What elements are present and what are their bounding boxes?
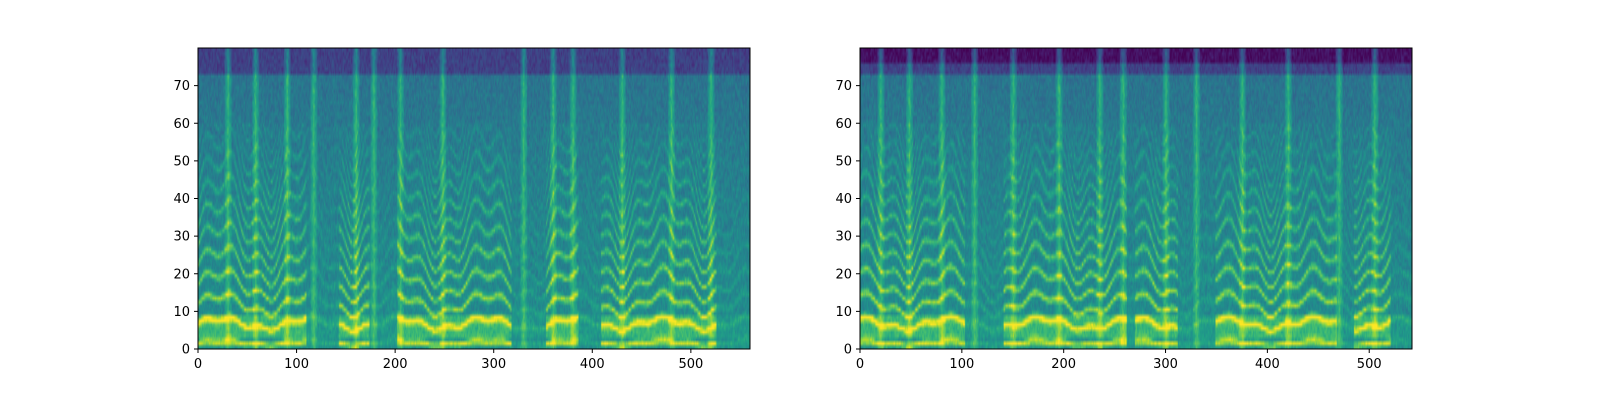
y-tick-label: 0 xyxy=(844,343,852,358)
y-tick-label: 10 xyxy=(835,305,852,320)
y-tick-label: 60 xyxy=(173,117,190,132)
x-tick-label: 100 xyxy=(949,357,974,372)
y-tick-label: 30 xyxy=(835,230,852,245)
x-tick-label: 200 xyxy=(1051,357,1076,372)
spectrogram-axes-right: 0 100 200 300 400 500 0 10 20 30 40 50 60 70 xyxy=(835,47,1413,372)
x-tick-label: 0 xyxy=(856,357,864,372)
spectrogram-image xyxy=(198,48,750,349)
y-tick-label: 20 xyxy=(173,267,190,282)
y-tick-label: 30 xyxy=(173,230,190,245)
y-tick-label: 20 xyxy=(835,267,852,282)
x-tick-label: 400 xyxy=(580,357,605,372)
y-tick-label: 60 xyxy=(835,117,852,132)
x-tick-label: 100 xyxy=(284,357,309,372)
y-tick-label: 70 xyxy=(835,79,852,94)
spectrogram-image xyxy=(860,48,1412,349)
x-tick-label: 200 xyxy=(383,357,408,372)
y-tick-label: 40 xyxy=(173,192,190,207)
x-tick-label: 300 xyxy=(481,357,506,372)
x-tick-label: 500 xyxy=(678,357,703,372)
y-tick-label: 50 xyxy=(173,154,190,169)
x-tick-label: 500 xyxy=(1357,357,1382,372)
y-tick-label: 40 xyxy=(835,192,852,207)
x-tick-label: 300 xyxy=(1153,357,1178,372)
x-tick-label: 400 xyxy=(1255,357,1280,372)
x-tick-label: 0 xyxy=(194,357,202,372)
y-tick-label: 0 xyxy=(182,343,190,358)
y-tick-label: 70 xyxy=(173,79,190,94)
y-tick-label: 10 xyxy=(173,305,190,320)
y-tick-label: 50 xyxy=(835,154,852,169)
spectrogram-axes-left: 0 100 200 300 400 500 0 10 20 30 40 50 60 70 xyxy=(173,47,751,372)
